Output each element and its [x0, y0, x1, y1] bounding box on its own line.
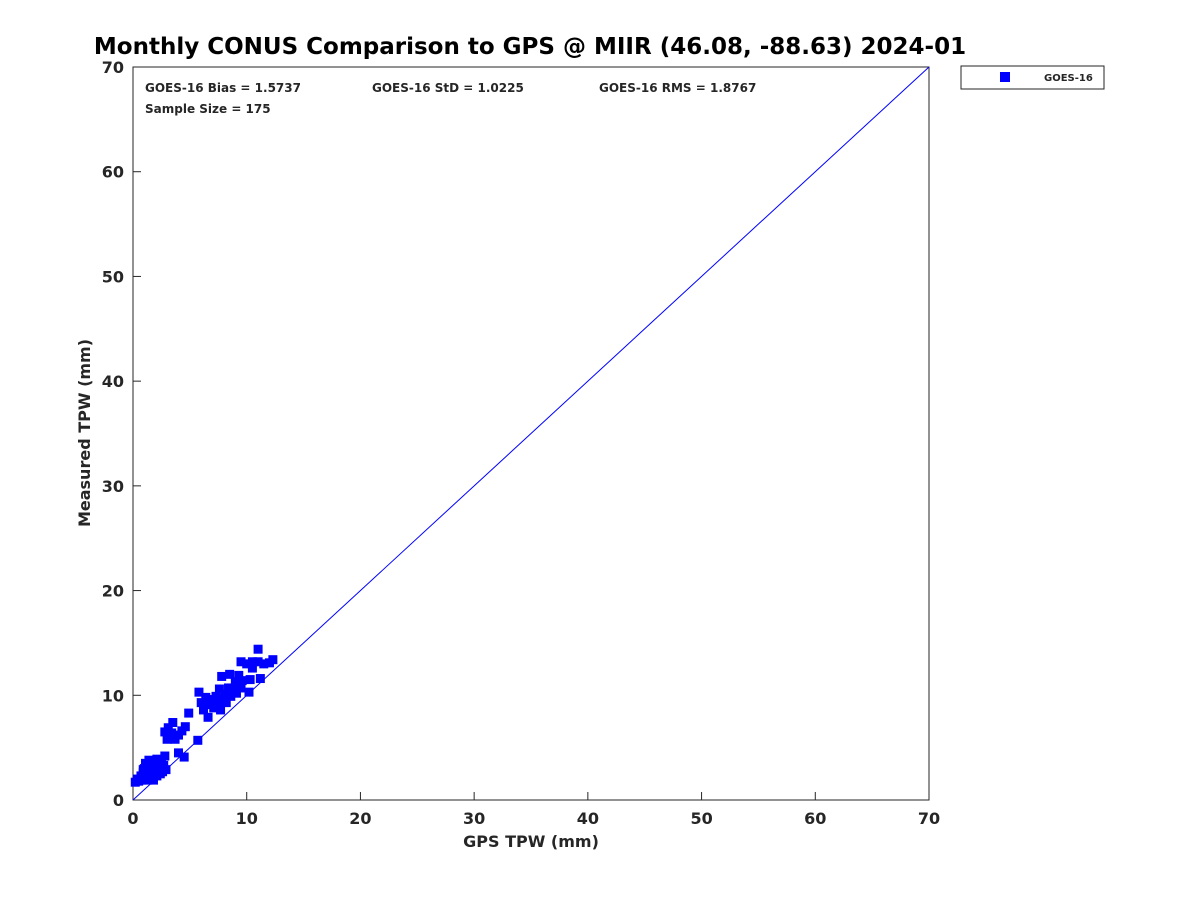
- data-point: [163, 723, 173, 733]
- data-point: [247, 657, 257, 667]
- legend: GOES-16: [960, 65, 1105, 90]
- plot-area: [132, 66, 930, 801]
- one-to-one-line: [132, 66, 930, 801]
- data-point: [214, 684, 224, 694]
- data-point: [247, 663, 257, 673]
- y-tick-label: 20: [102, 582, 124, 601]
- data-point: [226, 691, 236, 701]
- x-tick-label: 70: [918, 809, 940, 828]
- data-point: [167, 728, 177, 738]
- data-point: [268, 655, 278, 665]
- data-point: [193, 735, 203, 745]
- legend-marker-goes16: [1000, 72, 1010, 82]
- data-point: [213, 699, 223, 709]
- data-point: [180, 722, 190, 732]
- y-tick-label: 10: [102, 686, 124, 705]
- x-tick-label: 10: [236, 809, 258, 828]
- data-point: [173, 748, 183, 758]
- y-tick-label: 30: [102, 477, 124, 496]
- data-point: [146, 774, 156, 784]
- data-point: [245, 675, 255, 685]
- bias-stat: GOES-16 Bias = 1.5737: [145, 81, 301, 95]
- data-point: [231, 688, 241, 698]
- data-point: [259, 659, 269, 669]
- legend-label-goes16: GOES-16: [1044, 73, 1093, 84]
- data-point: [242, 659, 252, 669]
- chart-title: Monthly CONUS Comparison to GPS @ MIIR (…: [94, 34, 966, 60]
- data-point: [209, 703, 219, 713]
- data-point: [217, 671, 227, 681]
- y-tick-label: 60: [102, 163, 124, 182]
- data-point: [153, 759, 163, 769]
- data-point: [236, 683, 246, 693]
- data-point: [237, 676, 247, 686]
- data-point: [194, 687, 204, 697]
- data-point: [244, 687, 254, 697]
- data-point: [224, 683, 234, 693]
- data-point: [162, 734, 172, 744]
- data-point: [204, 700, 214, 710]
- data-point: [253, 657, 263, 667]
- x-tick-label: 30: [463, 809, 485, 828]
- data-point: [236, 657, 246, 667]
- data-point: [203, 712, 213, 722]
- data-point: [225, 669, 235, 679]
- x-tick-label: 40: [577, 809, 599, 828]
- data-point: [221, 698, 231, 708]
- std-stat: GOES-16 StD = 1.0225: [372, 81, 524, 95]
- data-point: [220, 689, 230, 699]
- data-point: [206, 694, 216, 704]
- x-tick-label: 0: [127, 809, 138, 828]
- data-point: [211, 691, 221, 701]
- y-axis-label: Measured TPW (mm): [75, 339, 94, 527]
- data-point: [160, 751, 170, 761]
- data-point: [255, 674, 265, 684]
- data-point: [196, 698, 206, 708]
- data-point: [152, 754, 162, 764]
- legend-box: [960, 65, 1105, 90]
- data-point: [199, 705, 209, 715]
- data-point: [138, 765, 148, 775]
- data-point: [161, 765, 171, 775]
- data-point: [144, 755, 154, 765]
- data-point: [230, 677, 240, 687]
- x-tick-label: 50: [690, 809, 712, 828]
- data-point: [201, 692, 211, 702]
- data-point: [234, 670, 244, 680]
- rms-stat: GOES-16 RMS = 1.8767: [599, 81, 756, 95]
- y-tick-label: 70: [102, 58, 124, 77]
- x-tick-label: 20: [349, 809, 371, 828]
- x-tick-label: 60: [804, 809, 826, 828]
- data-point: [216, 705, 226, 715]
- y-tick-label: 40: [102, 372, 124, 391]
- data-point: [184, 708, 194, 718]
- y-tick-label: 0: [113, 791, 124, 810]
- data-point: [253, 644, 263, 654]
- x-axis-label: GPS TPW (mm): [463, 832, 599, 851]
- sample-size-stat: Sample Size = 175: [145, 102, 271, 116]
- data-point: [168, 718, 178, 728]
- y-tick-label: 50: [102, 267, 124, 286]
- data-point: [179, 752, 189, 762]
